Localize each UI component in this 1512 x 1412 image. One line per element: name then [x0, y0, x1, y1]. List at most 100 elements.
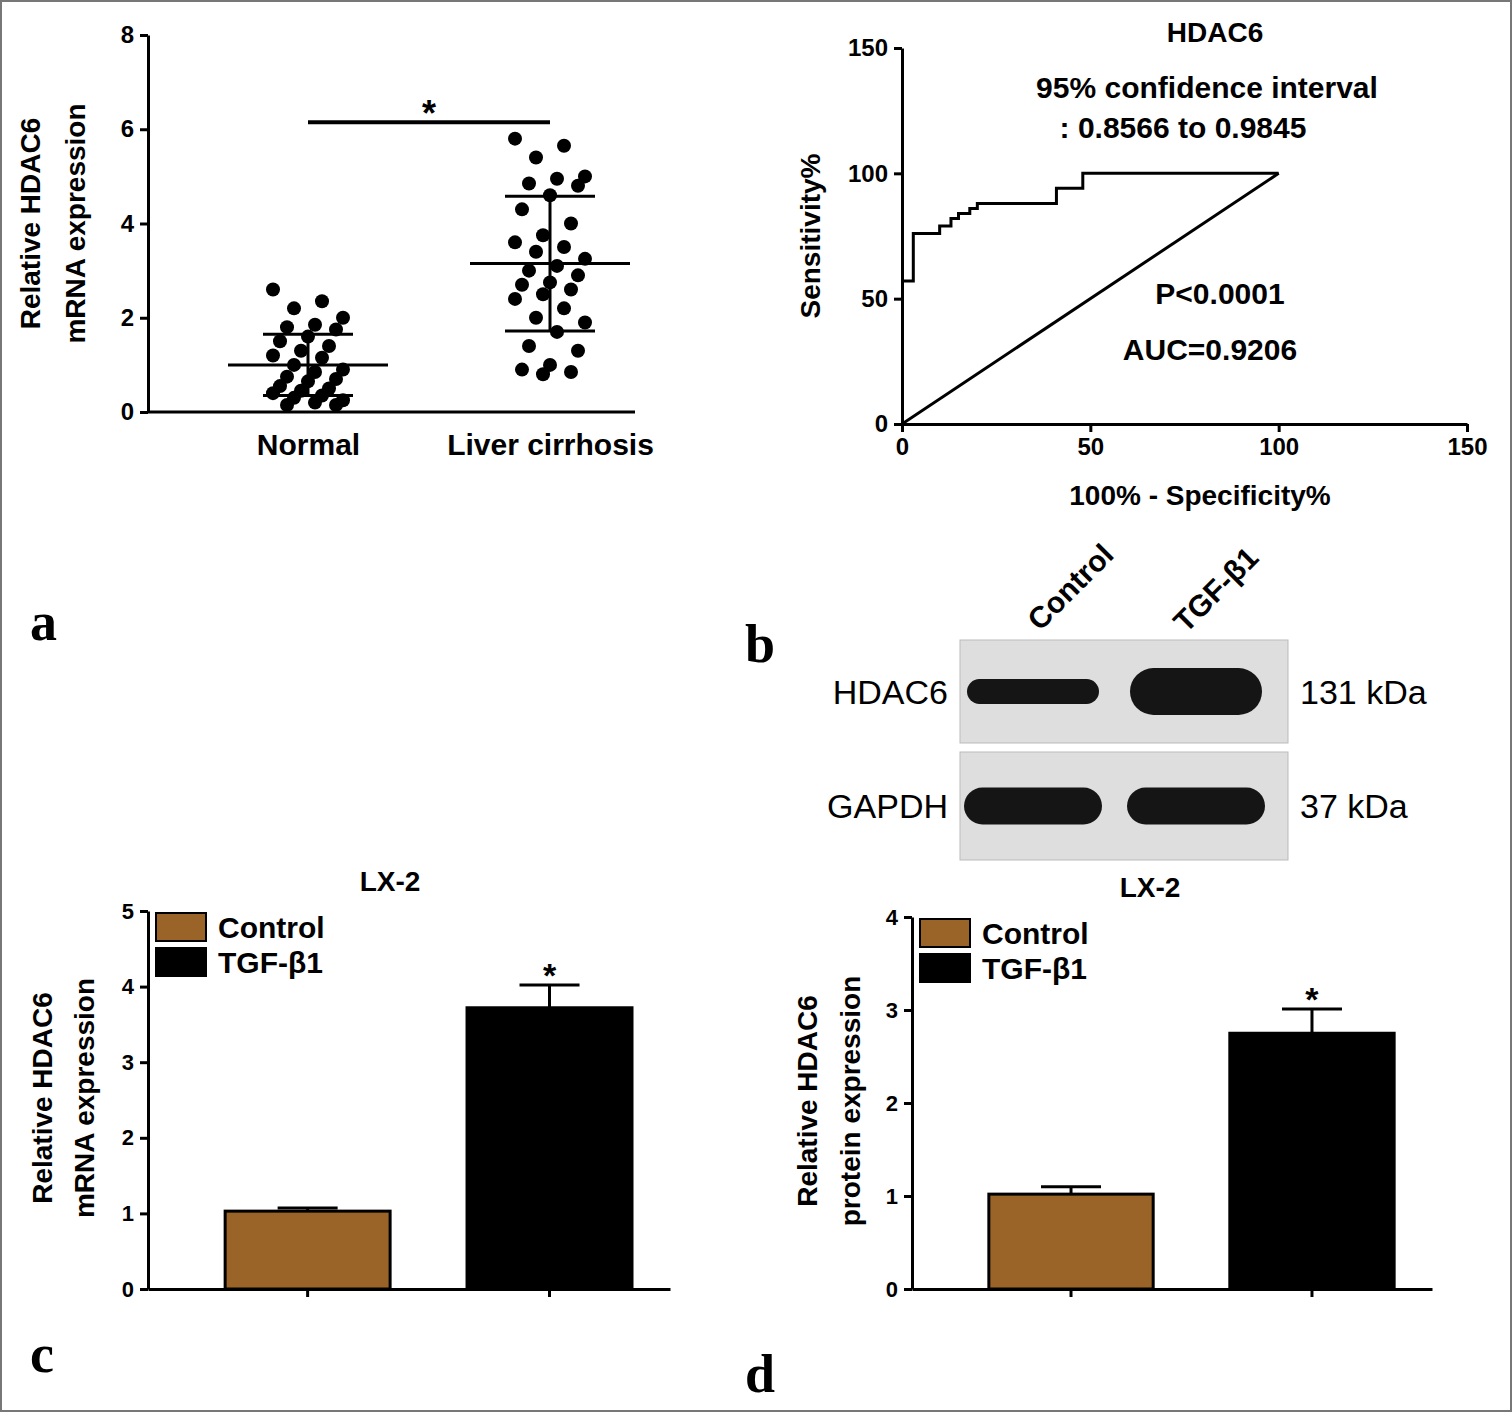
y-axis-tick-mark	[140, 1137, 148, 1140]
y-axis-title: protein expression	[835, 976, 866, 1227]
x-axis: 050100150	[896, 424, 1488, 460]
blot-band	[964, 788, 1102, 825]
y-axis: 01234	[886, 905, 913, 1302]
legend-swatch	[156, 948, 206, 976]
panel-label: d	[745, 1344, 775, 1404]
legend-swatch	[920, 919, 970, 947]
panel-label: c	[30, 1324, 54, 1384]
legend-label: TGF-β1	[982, 952, 1087, 985]
y-axis-tick-mark	[140, 128, 148, 131]
blot-band	[967, 679, 1099, 704]
legend-swatch	[156, 913, 206, 941]
dot	[564, 365, 578, 379]
plot-area	[989, 1009, 1394, 1289]
y-axis-tick-mark	[904, 1102, 912, 1105]
dot	[522, 264, 536, 278]
size-label: 37 kDa	[1300, 787, 1408, 825]
x-axis	[149, 1289, 671, 1297]
annotation: : 0.8566 to 0.9845	[1060, 111, 1307, 144]
size-label: 131 kDa	[1300, 673, 1427, 711]
x-axis-tick	[549, 1289, 550, 1297]
dot	[564, 217, 578, 231]
dot	[515, 278, 529, 292]
x-axis-tick-mark	[1466, 424, 1469, 432]
y-axis: 012345	[122, 899, 149, 1302]
y-axis-tick-label: 0	[886, 1277, 898, 1302]
dot	[529, 245, 543, 259]
error-cap	[278, 1207, 338, 1210]
y-axis-tick-label: 100	[848, 160, 888, 187]
x-axis-tick-label: 0	[896, 433, 909, 460]
significance-mark: *	[422, 93, 436, 134]
lane-label: TGF-β1	[1167, 541, 1265, 639]
dot	[308, 318, 322, 332]
dot	[550, 172, 564, 186]
dot	[578, 315, 592, 329]
dot	[564, 282, 578, 296]
y-axis-tick-mark	[904, 1195, 912, 1198]
x-axis-line	[148, 411, 635, 414]
dot	[557, 301, 571, 315]
legend: ControlTGF-β1	[920, 917, 1089, 985]
lane-label: Control	[1021, 538, 1120, 637]
dot	[280, 320, 294, 334]
x-axis-tick: 0	[896, 424, 909, 460]
chart-title: HDAC6	[1167, 17, 1263, 48]
y-axis-tick-mark	[140, 1288, 148, 1291]
dot	[329, 398, 343, 412]
y-axis-title: Relative HDAC6	[27, 992, 58, 1204]
y-axis-tick-mark	[140, 34, 148, 37]
x-axis-tick	[1311, 1289, 1312, 1297]
y-axis-title: Relative HDAC6	[792, 995, 823, 1207]
bar	[225, 1211, 390, 1289]
dot	[515, 363, 529, 377]
significance-mark: *	[1305, 980, 1319, 1018]
y-axis-tick: 4	[121, 210, 148, 237]
figure: abcd02468NormalLiver cirrhosis*Relative …	[0, 0, 1512, 1412]
y-axis-tick-mark	[894, 423, 902, 426]
y-axis-tick-mark	[904, 1288, 912, 1291]
dot	[322, 339, 336, 353]
x-axis-tick-label: Liver cirrhosis	[447, 428, 654, 461]
y-axis-tick: 150	[848, 34, 902, 61]
y-axis-tick: 100	[848, 160, 902, 187]
dot	[522, 176, 536, 190]
y-axis-tick-mark	[140, 910, 148, 913]
annotation: P<0.0001	[1155, 277, 1284, 310]
sd-cap	[505, 195, 595, 198]
chart-title: LX-2	[1120, 872, 1181, 903]
row-label: GAPDH	[827, 787, 948, 825]
dot	[508, 132, 522, 146]
y-axis-tick-label: 1	[122, 1201, 134, 1226]
x-axis-tick-label: 100	[1259, 433, 1299, 460]
error-cap	[1041, 1185, 1101, 1188]
frame	[1, 1, 1511, 1411]
y-axis-tick-label: 8	[121, 21, 134, 48]
y-axis-title: mRNA expression	[60, 103, 91, 343]
dot	[315, 294, 329, 308]
y-axis-title: Sensitivity%	[795, 153, 826, 318]
y-axis-tick-mark	[894, 172, 902, 175]
y-axis-tick-label: 1	[886, 1184, 898, 1209]
dot	[550, 259, 564, 273]
blot-band	[1127, 788, 1265, 825]
y-axis-tick-label: 2	[122, 1125, 134, 1150]
y-axis-tick-mark	[140, 317, 148, 320]
legend: ControlTGF-β1	[156, 911, 325, 979]
dot	[508, 235, 522, 249]
y-axis-tick: 1	[886, 1184, 912, 1209]
y-axis-tick: 8	[121, 21, 148, 48]
dot	[529, 151, 543, 165]
dot	[308, 396, 322, 410]
western-blot: ControlTGF-β1HDAC6131 kDaGAPDH37 kDa	[827, 538, 1427, 860]
y-axis-tick: 4	[122, 974, 148, 999]
x-axis-tick-mark	[1278, 424, 1281, 432]
x-axis-tick-mark	[306, 1289, 309, 1297]
dot	[336, 311, 350, 325]
x-axis-tick-label: 50	[1077, 433, 1104, 460]
y-axis-tick: 3	[122, 1050, 148, 1075]
y-axis-line	[147, 912, 150, 1290]
x-axis-tick: 50	[1077, 424, 1104, 460]
dot	[522, 339, 536, 353]
annotation: AUC=0.9206	[1123, 333, 1297, 366]
